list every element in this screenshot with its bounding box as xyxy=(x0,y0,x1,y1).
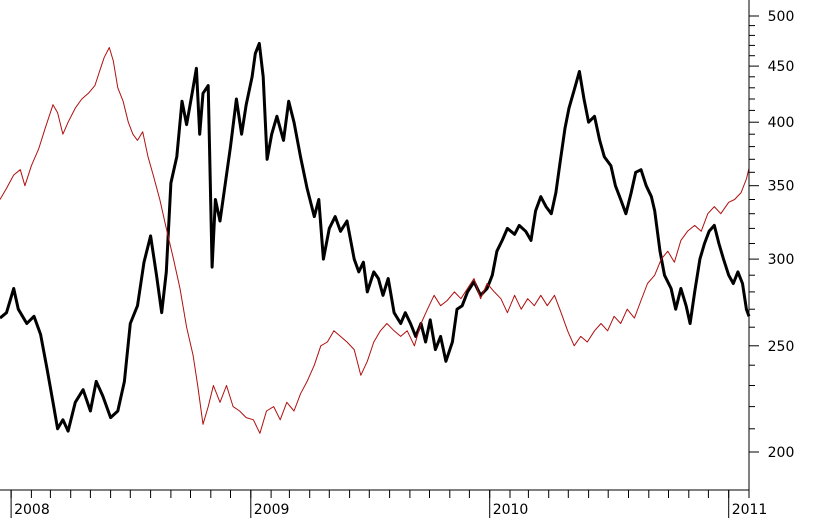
series-group xyxy=(0,41,751,434)
y-tick-label: 350 xyxy=(768,179,795,195)
x-tick-label: 2008 xyxy=(14,502,50,518)
series-line-2 xyxy=(0,47,750,434)
x-tick-label: 2011 xyxy=(732,502,768,518)
x-axis: 2008 2009 2010 2011 xyxy=(0,489,768,518)
y-axis: 200 250 300 350 400 450 500 xyxy=(748,0,795,490)
y-tick-label: 500 xyxy=(768,9,795,25)
y-tick-label: 400 xyxy=(768,115,795,131)
y-tick-label: 450 xyxy=(768,59,795,75)
series-line-1 xyxy=(0,41,751,433)
x-tick-label: 2009 xyxy=(254,502,290,518)
y-tick-label: 300 xyxy=(768,252,795,268)
x-tick-label: 2010 xyxy=(493,502,529,518)
y-tick-label: 250 xyxy=(768,339,795,355)
y-tick-label: 200 xyxy=(768,445,795,461)
